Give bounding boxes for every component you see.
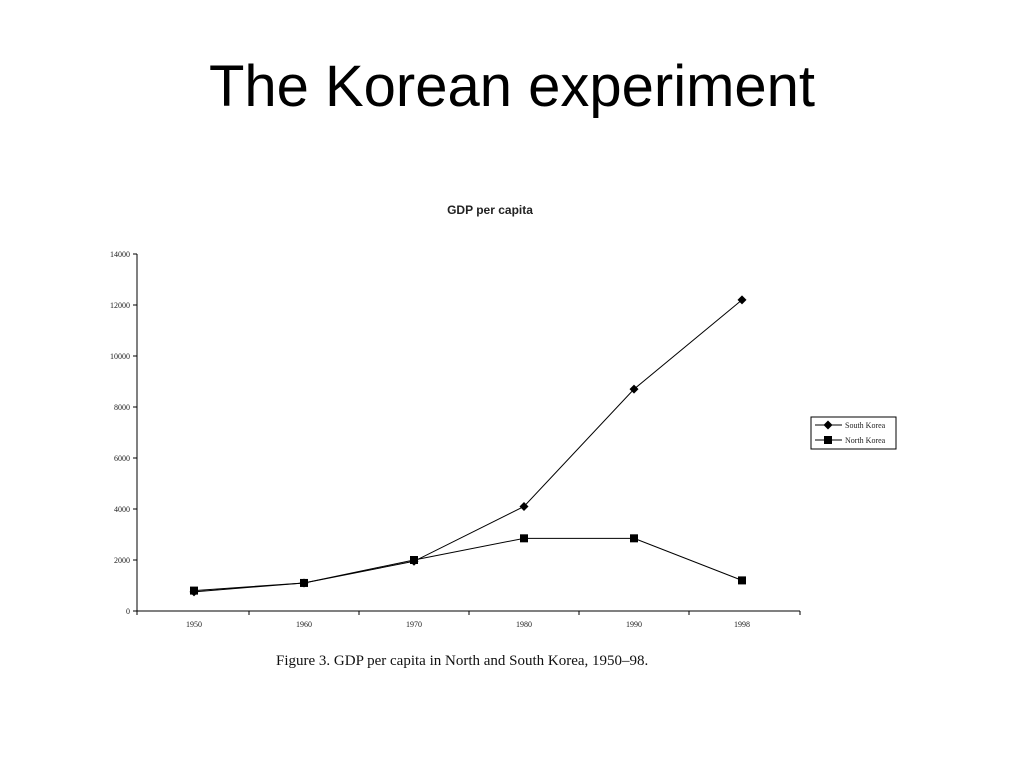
y-tick-label: 0: [126, 607, 130, 616]
legend-marker: [823, 420, 833, 430]
x-tick-label: 1960: [296, 620, 312, 629]
data-point: [410, 556, 418, 564]
data-point: [520, 534, 528, 543]
x-tick-label: 1970: [406, 620, 422, 629]
data-point: [629, 384, 639, 394]
x-tick-label: 1980: [516, 620, 532, 629]
slide-title: The Korean experiment: [208, 54, 816, 119]
chart-legend: South Korea North Korea: [810, 416, 897, 450]
x-tick-label: 1998: [734, 620, 750, 629]
y-tick-label: 10000: [110, 352, 130, 361]
series-south-korea: [189, 295, 747, 597]
y-tick-label: 12000: [110, 301, 130, 310]
series-north-korea: [190, 534, 746, 595]
x-tick-label: 1990: [626, 620, 642, 629]
y-tick-label: 4000: [114, 505, 130, 514]
legend-label: South Korea: [845, 421, 886, 430]
y-tick-label: 8000: [114, 403, 130, 412]
y-tick-label: 2000: [114, 556, 130, 565]
x-tick-label: 1950: [186, 620, 202, 629]
legend-marker: [824, 436, 832, 444]
figure-caption: Figure 3. GDP per capita in North and So…: [276, 653, 649, 669]
data-point: [300, 578, 308, 587]
data-point: [737, 295, 747, 305]
series-line: [193, 537, 743, 592]
data-point: [190, 586, 198, 595]
chart-title: GDP per capita: [447, 203, 533, 217]
y-tick-label: 14000: [110, 250, 130, 259]
data-point: [630, 534, 638, 543]
data-point: [738, 576, 746, 585]
chart-series: [189, 295, 747, 597]
legend-label: North Korea: [845, 436, 886, 445]
data-point: [519, 501, 529, 511]
y-tick-label: 6000: [114, 454, 130, 463]
chart-axes: 0 2000 4000 6000 8000 10000 12000 14000 1950 1960…: [110, 250, 801, 629]
